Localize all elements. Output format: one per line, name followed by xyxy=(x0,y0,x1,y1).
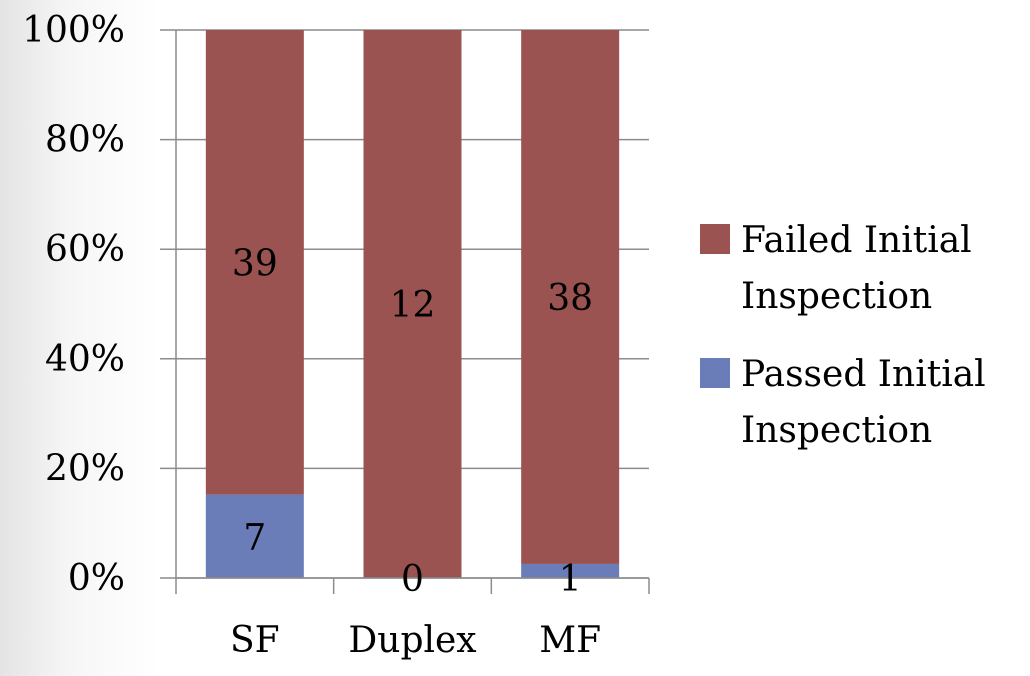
legend-label: Failed Initial Inspection xyxy=(741,220,972,317)
y-tick-label: 40% xyxy=(45,339,125,380)
data-label: 39 xyxy=(232,243,278,284)
y-tick-label: 80% xyxy=(45,120,125,161)
legend-label: Passed Initial Inspection xyxy=(741,354,986,451)
legend: Failed Initial Inspection Passed Initial In… xyxy=(700,220,986,451)
bar-segment xyxy=(521,30,620,564)
data-label: 38 xyxy=(547,278,593,319)
bar-segment xyxy=(363,30,462,578)
data-label: 0 xyxy=(401,559,424,600)
y-tick-label: 60% xyxy=(45,229,125,270)
bar-segment xyxy=(205,30,304,495)
y-tick-label: 20% xyxy=(45,448,125,489)
bars xyxy=(205,30,620,578)
data-labels: 7 39 0 12 1 38 xyxy=(232,243,593,600)
data-label: 7 xyxy=(243,517,266,558)
data-label: 12 xyxy=(390,285,436,326)
x-category-label: Duplex xyxy=(348,620,476,661)
legend-swatch xyxy=(700,224,730,254)
legend-swatch xyxy=(700,358,730,388)
bar-segment xyxy=(521,563,620,578)
y-tick-label: 100% xyxy=(22,10,125,51)
axes: SF Duplex MF xyxy=(175,30,650,661)
data-label: 1 xyxy=(559,559,582,600)
x-category-label: SF xyxy=(230,620,280,661)
x-category-label: MF xyxy=(539,620,601,661)
y-tick-label: 0% xyxy=(68,558,125,599)
bar-segment xyxy=(205,494,304,578)
